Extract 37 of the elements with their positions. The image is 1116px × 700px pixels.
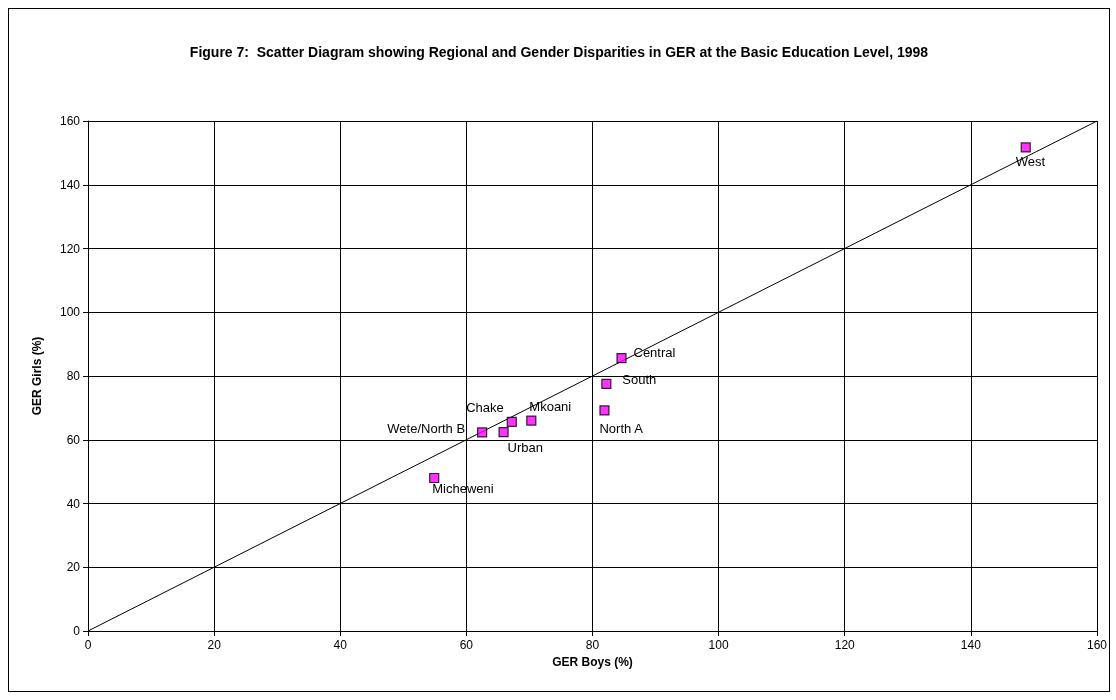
annotation: Wete/North B xyxy=(387,420,466,436)
y-tick-label: 160 xyxy=(59,114,81,128)
y-tick-label: 120 xyxy=(59,241,81,256)
x-axis-title: GER Boys (%) xyxy=(552,655,633,669)
y-tick-label: 0 xyxy=(73,624,81,638)
x-tick-label: 160 xyxy=(1086,638,1108,652)
y-axis-title: GER Girls (%) xyxy=(30,336,44,416)
y-tick-label: 40 xyxy=(66,496,81,511)
point xyxy=(526,415,537,426)
point xyxy=(506,416,517,427)
annotation: Mkoani xyxy=(529,399,572,415)
x-tick-label: 0 xyxy=(84,638,92,652)
x-tick-label: 140 xyxy=(960,638,982,652)
annotation: Central xyxy=(633,344,676,360)
point xyxy=(599,405,610,416)
y-tick-label: 100 xyxy=(59,305,81,320)
x-tick-label: 80 xyxy=(585,638,600,652)
point xyxy=(616,353,627,364)
chart-title: Figure 7: Scatter Diagram showing Regional and Gender Disparities in GER at the Basic Education Level, 1998 xyxy=(189,44,929,60)
y-tick-label: 20 xyxy=(66,560,81,575)
annotation: Chake xyxy=(466,400,504,416)
x-tick-label: 40 xyxy=(333,638,348,652)
point xyxy=(477,427,488,438)
point xyxy=(429,472,440,484)
y-tick-label: 80 xyxy=(66,369,81,383)
y-tick-label: 140 xyxy=(59,177,81,192)
annotation: North A xyxy=(599,420,644,436)
point xyxy=(498,427,509,438)
x-tick-label: 100 xyxy=(708,638,729,652)
x-tick-label: 120 xyxy=(834,638,856,652)
x-tick-label: 60 xyxy=(459,638,474,652)
y-tick-label: 60 xyxy=(66,432,81,447)
annotation: Urban xyxy=(507,439,543,455)
x-tick-label: 20 xyxy=(207,638,222,652)
point xyxy=(601,378,612,390)
point xyxy=(1020,142,1031,153)
annotation: West xyxy=(1015,153,1046,169)
